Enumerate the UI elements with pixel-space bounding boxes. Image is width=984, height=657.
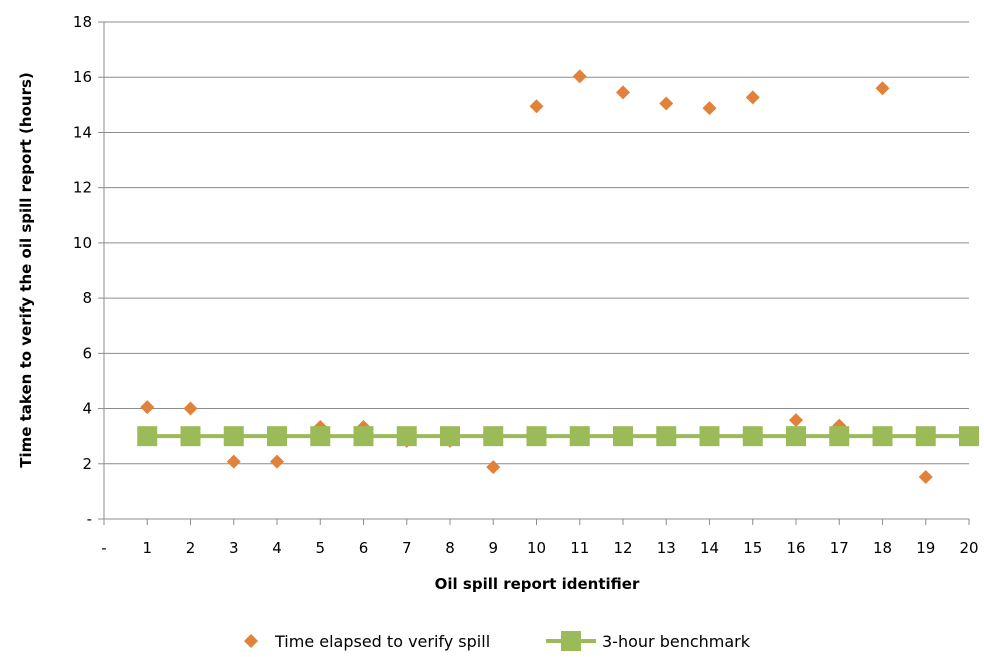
- benchmark-point: [526, 426, 547, 447]
- x-tick-label: 3: [229, 539, 239, 557]
- legend: Time elapsed to verify spill 3-hour bench…: [244, 631, 751, 651]
- x-tick-label: 9: [488, 539, 498, 557]
- benchmark-point: [353, 426, 374, 447]
- x-tick-label: 20: [959, 539, 978, 557]
- spill-point: [875, 81, 890, 96]
- spill-point: [702, 101, 717, 116]
- y-tick-label: 14: [73, 123, 92, 141]
- legend-label-benchmark: 3-hour benchmark: [602, 632, 751, 651]
- x-tick-label: 15: [743, 539, 762, 557]
- benchmark-point: [613, 426, 633, 447]
- spill-point: [789, 413, 803, 428]
- x-tick-label: 18: [873, 539, 892, 557]
- y-tick-label: 10: [73, 234, 92, 252]
- benchmark-point: [267, 426, 287, 447]
- benchmark-point: [137, 426, 158, 447]
- benchmark-point: [829, 426, 850, 447]
- y-tick-label: 18: [73, 13, 92, 31]
- benchmark-point: [223, 426, 244, 447]
- x-tick-label: 4: [272, 539, 282, 557]
- y-tick-label: 12: [73, 179, 92, 197]
- spill-point: [572, 69, 587, 84]
- y-tick-label: -: [87, 510, 92, 528]
- x-tick-label: 17: [830, 539, 849, 557]
- x-tick-label: 5: [315, 539, 325, 557]
- benchmark-point: [959, 426, 979, 447]
- spill-point: [270, 454, 284, 469]
- spill-point: [183, 401, 198, 416]
- y-tick-label: 6: [82, 344, 92, 362]
- x-tick-label: 10: [527, 539, 546, 557]
- x-axis-title: Oil spill report identifier: [435, 575, 640, 593]
- y-tick-label: 2: [82, 455, 92, 473]
- spill-series: [140, 69, 976, 485]
- benchmark-series: [137, 426, 979, 447]
- y-axis-title: Time taken to verify the oil spill repor…: [17, 72, 35, 468]
- spill-point: [616, 85, 630, 100]
- y-tick-label: 8: [82, 289, 92, 307]
- benchmark-point: [483, 426, 504, 447]
- benchmark-point: [440, 426, 460, 447]
- benchmark-point: [786, 426, 806, 447]
- x-tick-label: 11: [570, 539, 589, 557]
- x-tick-label: 8: [445, 539, 455, 557]
- spill-point: [745, 90, 760, 105]
- spill-point: [486, 460, 501, 475]
- series-layer: [137, 69, 979, 485]
- x-tick-label: 6: [359, 539, 369, 557]
- benchmark-point: [742, 426, 763, 447]
- x-tick-label: 13: [657, 539, 676, 557]
- spill-point: [529, 99, 544, 114]
- spill-point: [918, 470, 933, 485]
- x-tick-label: 14: [700, 539, 719, 557]
- benchmark-point: [396, 426, 417, 447]
- y-tick-label: 16: [73, 68, 92, 86]
- x-tick-label: 12: [613, 539, 632, 557]
- gridlines: [104, 21, 969, 465]
- spill-point: [140, 400, 155, 415]
- axes: [98, 21, 970, 525]
- legend-marker-spill: [244, 634, 258, 648]
- benchmark-point: [699, 426, 720, 447]
- benchmark-point: [872, 426, 893, 447]
- benchmark-point: [569, 426, 590, 447]
- benchmark-point: [915, 426, 936, 447]
- benchmark-point: [656, 426, 677, 447]
- spill-point: [659, 96, 674, 111]
- y-tick-label: 4: [82, 400, 92, 418]
- spill-point: [226, 454, 241, 469]
- legend-label-spill: Time elapsed to verify spill: [274, 632, 490, 651]
- x-tick-label: 16: [786, 539, 805, 557]
- x-tick-label: -: [101, 539, 106, 557]
- x-tick-label: 7: [402, 539, 412, 557]
- benchmark-point: [310, 426, 331, 447]
- x-tick-label: 1: [142, 539, 152, 557]
- legend-marker-benchmark: [561, 631, 581, 651]
- x-tick-label: 2: [186, 539, 196, 557]
- benchmark-point: [180, 426, 201, 447]
- x-tick-label: 19: [916, 539, 935, 557]
